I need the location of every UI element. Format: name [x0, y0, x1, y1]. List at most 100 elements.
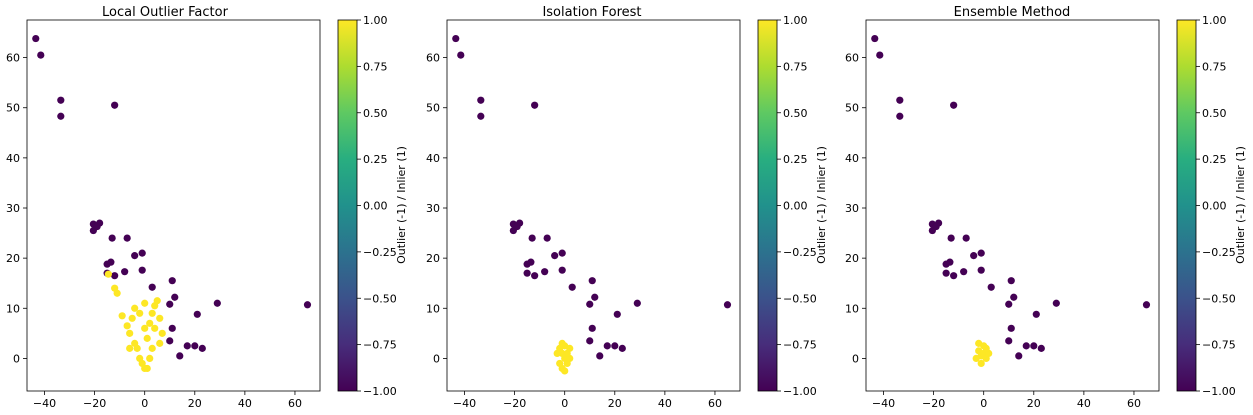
scatter-point-outlier [591, 293, 599, 301]
scatter-point-outlier [138, 249, 146, 257]
y-tick-label: 60 [6, 52, 20, 65]
colorbar [1176, 19, 1197, 392]
colorbar-tick-label: −1.00 [783, 385, 817, 398]
scatter-point-outlier [618, 344, 626, 352]
scatter-point-outlier [977, 249, 985, 257]
scatter-point-outlier [193, 310, 201, 318]
y-tick-label: 50 [426, 102, 440, 115]
scatter-point-inlier [143, 334, 151, 342]
scatter-point-outlier [871, 34, 879, 43]
scatter-point-outlier [166, 337, 174, 345]
x-tick-label: 60 [1127, 397, 1141, 410]
scatter-point-inlier [561, 367, 569, 375]
scatter-point-outlier [168, 324, 176, 332]
x-tick-label: 0 [561, 397, 568, 410]
plot-area [452, 34, 732, 375]
y-tick-label: 40 [426, 152, 440, 165]
scatter-point-inlier [566, 344, 574, 352]
colorbar-tick-label: −0.50 [783, 292, 817, 305]
scatter-point-outlier [93, 222, 101, 231]
scatter-point-outlier [37, 51, 45, 59]
x-tick-label: 0 [980, 397, 987, 410]
scatter-point-outlier [551, 252, 559, 260]
scatter-point-outlier [213, 299, 221, 307]
scatter-point-outlier [977, 266, 985, 274]
colorbar-tick-label: 0.00 [363, 200, 388, 213]
scatter-point-outlier [1007, 277, 1015, 285]
scatter-point-outlier [1037, 344, 1045, 352]
scatter-point-outlier [171, 293, 179, 301]
scatter-point-outlier [531, 101, 539, 109]
axis-ticks: −40 −20 0 20 40 60 0 10 20 30 40 50 60 [6, 52, 302, 410]
scatter-point-outlier [111, 272, 119, 280]
scatter-point-outlier [57, 112, 65, 120]
scatter-point-inlier [141, 324, 149, 332]
scatter-point-outlier [1015, 352, 1023, 360]
scatter-point-outlier [108, 234, 116, 242]
scatter-point-inlier [553, 349, 561, 357]
scatter-point-outlier [123, 234, 131, 242]
colorbar-tick-label: 0.50 [363, 107, 388, 120]
scatter-point-inlier [156, 339, 164, 347]
scatter-point-outlier [168, 277, 176, 285]
y-tick-label: 10 [426, 302, 440, 315]
scatter-point-outlier [1005, 337, 1013, 345]
scatter-point-outlier [558, 266, 566, 274]
y-tick-label: 50 [845, 102, 859, 115]
y-tick-label: 20 [6, 252, 20, 265]
scatter-point-outlier [596, 352, 604, 360]
y-tick-label: 20 [845, 252, 859, 265]
scatter-point-outlier [588, 324, 596, 332]
scatter-point-outlier [876, 51, 884, 59]
scatter-point-outlier [1142, 301, 1151, 309]
scatter-point-outlier [452, 34, 460, 43]
chart-title: Ensemble Method [954, 5, 1071, 20]
colorbar-tick-label: 0.25 [1202, 153, 1227, 166]
scatter-point-outlier [457, 51, 465, 59]
x-tick-label: −40 [453, 397, 476, 410]
scatter-point-inlier [148, 344, 156, 352]
scatter-point-outlier [57, 96, 65, 104]
scatter-point-outlier [191, 342, 199, 350]
scatter-point-outlier [611, 342, 619, 350]
scatter-point-inlier [136, 309, 144, 317]
scatter-point-outlier [477, 112, 485, 120]
y-tick-label: 60 [426, 52, 440, 65]
scatter-point-inlier [146, 319, 154, 327]
colorbar [337, 19, 358, 392]
scatter-point-outlier [588, 277, 596, 285]
scatter-point-outlier [148, 283, 156, 291]
y-tick-label: 60 [845, 52, 859, 65]
scatter-point-outlier [568, 283, 576, 291]
scatter-point-outlier [1007, 324, 1015, 332]
x-tick-label: 40 [658, 397, 672, 410]
scatter-point-outlier [32, 34, 40, 43]
colorbar-tick-label: 0.75 [1202, 60, 1227, 73]
colorbar-tick-label: 0.25 [783, 153, 808, 166]
scatter-point-outlier [166, 300, 174, 308]
scatter-point-inlier [975, 339, 983, 347]
colorbar-tick-label: 1.00 [1202, 14, 1227, 27]
scatter-point-outlier [896, 112, 904, 120]
scatter-point-outlier [528, 234, 536, 242]
plot-area [871, 34, 1151, 368]
scatter-point-inlier [128, 314, 136, 322]
x-tick-label: 20 [1027, 397, 1041, 410]
scatter-point-inlier [118, 312, 126, 320]
colorbar-tick-label: 1.00 [783, 14, 808, 27]
scatter-point-outlier [586, 300, 594, 308]
colorbar-label: Outlier (-1) / Inlier (1) [815, 146, 828, 264]
x-tick-label: 60 [708, 397, 722, 410]
scatter-point-outlier [613, 310, 621, 318]
scatter-point-outlier [896, 96, 904, 104]
x-tick-label: −40 [872, 397, 895, 410]
scatter-point-inlier [151, 324, 159, 332]
y-tick-label: 0 [852, 352, 859, 365]
scatter-point-outlier [950, 272, 958, 280]
colorbar-tick-label: −1.00 [363, 385, 397, 398]
colorbar-label: Outlier (-1) / Inlier (1) [1234, 146, 1247, 264]
scatter-point-outlier [523, 269, 531, 277]
scatter-point-outlier [987, 283, 995, 291]
plot-area [32, 34, 312, 373]
